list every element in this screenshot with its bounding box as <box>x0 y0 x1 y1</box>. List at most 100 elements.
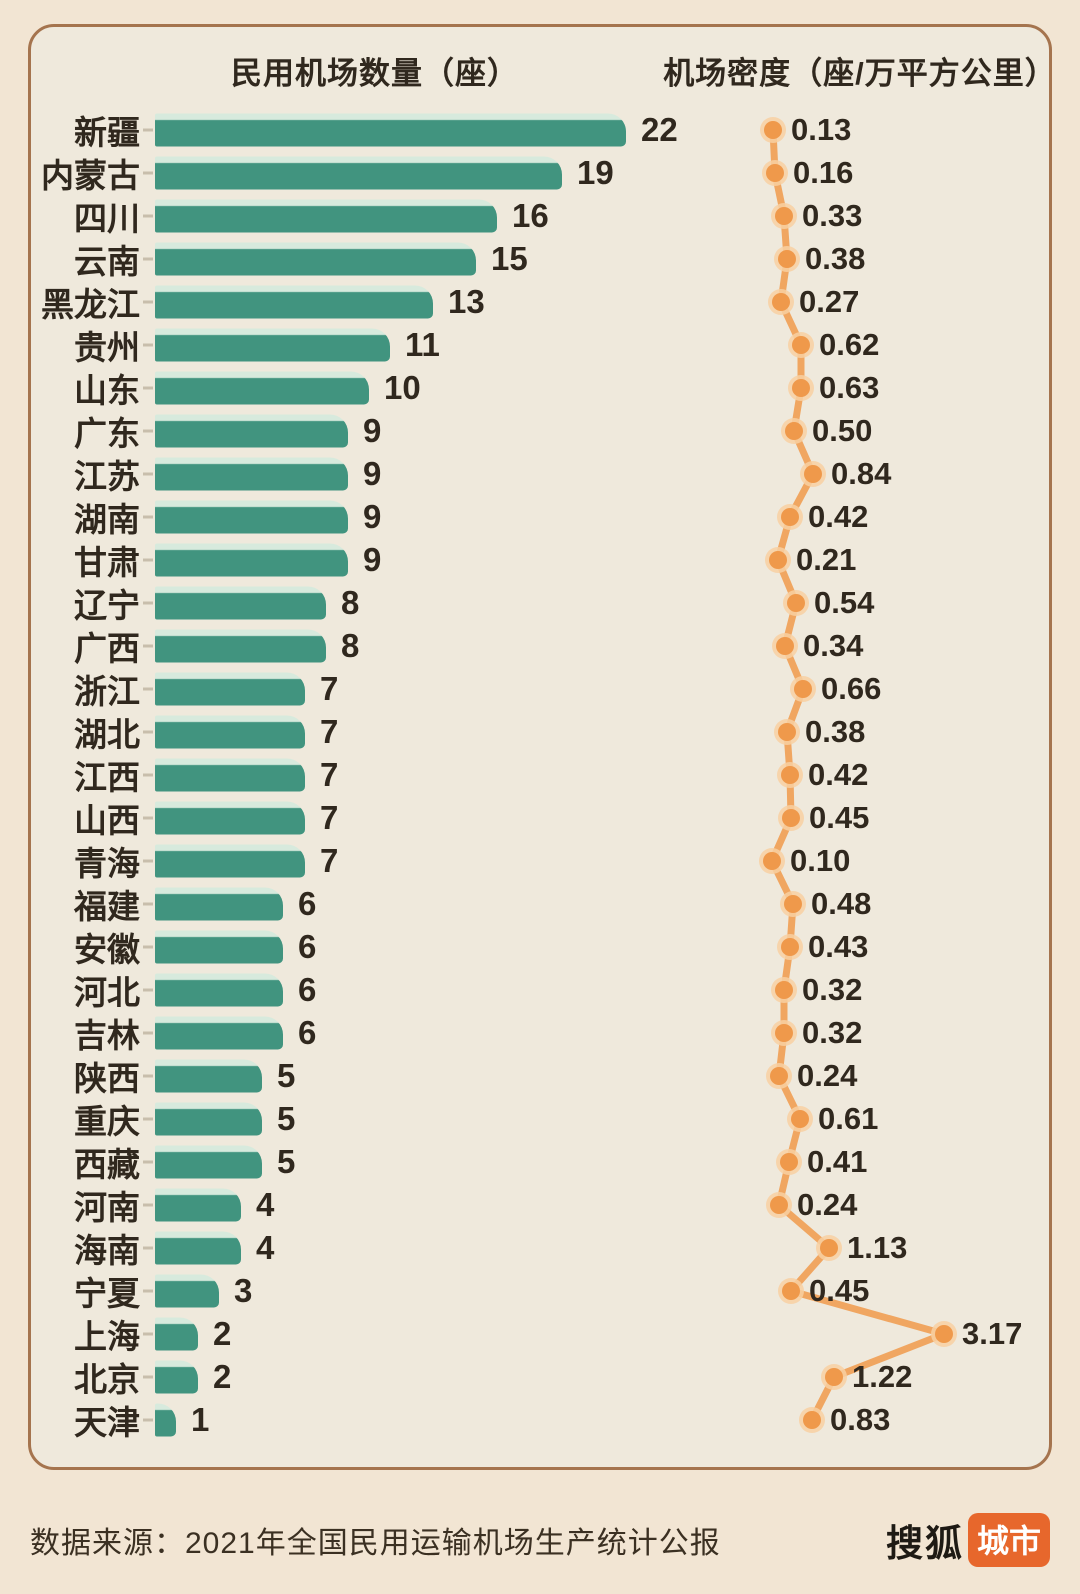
airport-count-value: 13 <box>448 282 485 320</box>
province-label: 新疆 <box>74 113 140 151</box>
chart-row: 辽宁 8 <box>0 581 1080 624</box>
airport-count-bar <box>155 242 476 275</box>
axis-tick <box>143 429 153 432</box>
airport-count-bar <box>155 1231 241 1264</box>
density-value: 1.13 <box>847 1230 908 1265</box>
airport-count-bar <box>155 887 283 920</box>
province-label: 北京 <box>74 1360 140 1398</box>
axis-tick <box>143 859 153 862</box>
logo-badge-city: 城市 <box>967 1513 1050 1567</box>
airport-count-value: 9 <box>363 497 382 535</box>
province-label: 浙江 <box>74 672 140 710</box>
chart-row: 上海 2 <box>0 1312 1080 1355</box>
density-value: 0.33 <box>802 198 863 233</box>
airport-count-value: 9 <box>363 540 382 578</box>
airport-count-value: 9 <box>363 454 382 492</box>
axis-tick <box>143 171 153 174</box>
axis-tick <box>143 1375 153 1378</box>
province-label: 陕西 <box>74 1059 140 1097</box>
chart-row: 广东 9 <box>0 409 1080 452</box>
airport-count-value: 2 <box>213 1314 232 1352</box>
axis-tick <box>143 1332 153 1335</box>
airport-count-value: 4 <box>256 1185 275 1223</box>
density-dot <box>820 1239 838 1257</box>
density-value: 0.48 <box>811 886 872 921</box>
density-value: 0.38 <box>805 241 866 276</box>
axis-tick <box>143 1160 153 1163</box>
chart-row: 黑龙江 13 <box>0 280 1080 323</box>
airport-count-bar <box>155 930 283 963</box>
chart-row: 广西 8 <box>0 624 1080 667</box>
airport-count-value: 22 <box>641 110 678 148</box>
density-dot <box>776 637 794 655</box>
province-label: 云南 <box>74 242 140 280</box>
density-dot <box>804 465 822 483</box>
airport-count-bar <box>155 844 305 877</box>
density-value: 0.63 <box>819 370 880 405</box>
footer: 数据来源：2021年全国民用运输机场生产统计公报 搜狐 城市 <box>0 1508 1080 1572</box>
province-label: 广西 <box>74 629 140 667</box>
density-value: 0.34 <box>803 628 864 663</box>
province-label: 江苏 <box>74 457 140 495</box>
density-value: 0.32 <box>802 972 863 1007</box>
chart-row: 贵州 11 <box>0 323 1080 366</box>
density-dot <box>794 680 812 698</box>
chart-row: 新疆 22 <box>0 108 1080 151</box>
chart-row: 云南 15 <box>0 237 1080 280</box>
axis-tick <box>143 1418 153 1421</box>
province-label: 辽宁 <box>74 586 140 624</box>
chart-row: 河北 6 <box>0 968 1080 1011</box>
density-dot <box>780 1153 798 1171</box>
airport-count-bar <box>155 285 433 318</box>
sohu-city-logo: 搜狐 城市 <box>886 1513 1050 1567</box>
line-column-title: 机场密度（座/万平方公里） <box>663 56 1057 91</box>
province-label: 湖南 <box>74 500 140 538</box>
density-value: 0.45 <box>809 800 870 835</box>
chart-row: 重庆 5 <box>0 1097 1080 1140</box>
airport-count-value: 15 <box>491 239 528 277</box>
density-dot <box>792 336 810 354</box>
axis-tick <box>143 515 153 518</box>
province-label: 广东 <box>74 414 140 452</box>
axis-tick <box>143 902 153 905</box>
province-label: 四川 <box>74 199 140 237</box>
airport-count-bar <box>155 371 369 404</box>
density-value: 0.42 <box>808 499 869 534</box>
chart-row: 天津 1 <box>0 1398 1080 1441</box>
airport-count-bar <box>155 1317 198 1350</box>
chart-row: 江西 7 <box>0 753 1080 796</box>
airport-count-bar <box>155 500 348 533</box>
density-value: 0.45 <box>809 1273 870 1308</box>
chart-row: 浙江 7 <box>0 667 1080 710</box>
province-label: 河北 <box>74 973 140 1011</box>
density-value: 0.24 <box>797 1058 858 1093</box>
chart-row: 吉林 6 <box>0 1011 1080 1054</box>
province-label: 青海 <box>74 844 140 882</box>
province-label: 山西 <box>74 801 140 839</box>
density-value: 0.24 <box>797 1187 858 1222</box>
density-dot <box>769 551 787 569</box>
chart-row: 山西 7 <box>0 796 1080 839</box>
density-dot <box>782 1282 800 1300</box>
province-label: 山东 <box>74 371 140 409</box>
density-value: 0.38 <box>805 714 866 749</box>
axis-tick <box>143 1203 153 1206</box>
airport-count-bar <box>155 1403 176 1436</box>
axis-tick <box>143 1031 153 1034</box>
airport-count-value: 7 <box>320 798 339 836</box>
density-dot <box>775 981 793 999</box>
density-dot <box>781 938 799 956</box>
airport-count-bar <box>155 1274 219 1307</box>
axis-tick <box>143 687 153 690</box>
axis-tick <box>143 300 153 303</box>
airport-count-value: 7 <box>320 755 339 793</box>
chart-row: 湖北 7 <box>0 710 1080 753</box>
dual-chart: 0.13 新疆 22 0.16 内蒙古 19 0.33 四川 16 0.38 云南 15 0.27 黑龙江… <box>0 108 1080 1442</box>
density-dot <box>763 852 781 870</box>
axis-tick <box>143 386 153 389</box>
airport-count-value: 6 <box>298 884 317 922</box>
province-label: 湖北 <box>74 715 140 753</box>
airport-count-bar <box>155 758 305 791</box>
density-dot <box>781 508 799 526</box>
chart-row: 河南 4 <box>0 1183 1080 1226</box>
